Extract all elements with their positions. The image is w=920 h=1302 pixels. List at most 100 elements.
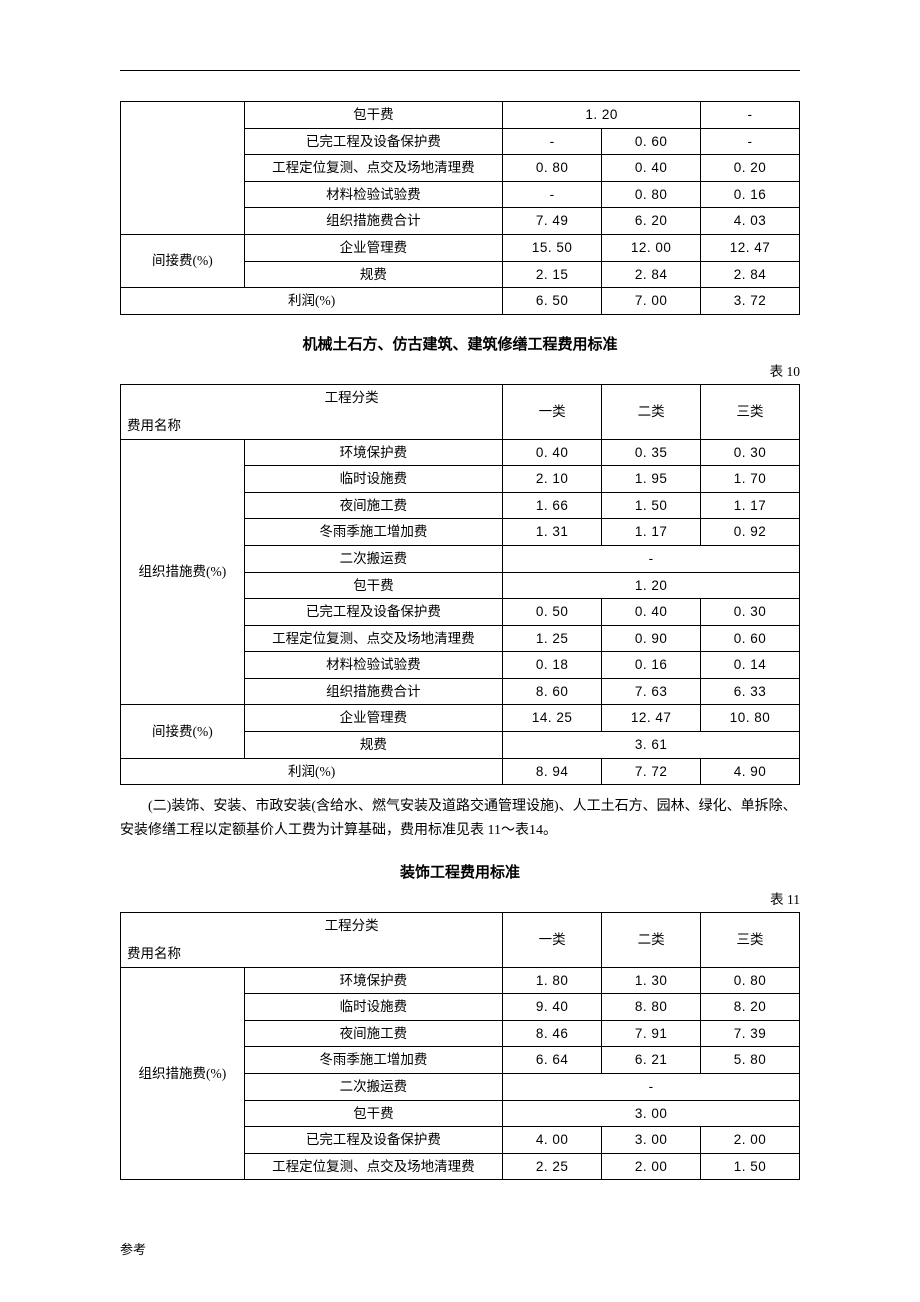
cell-item: 规费: [244, 261, 503, 288]
cell-value: 3. 72: [701, 288, 800, 315]
cell-item: 冬雨季施工增加费: [244, 1047, 503, 1074]
cell-value: 2. 15: [503, 261, 602, 288]
cell-value: 15. 50: [503, 234, 602, 261]
cell-group: 组织措施费(%): [121, 967, 245, 1180]
cell-item: 二次搬运费: [244, 545, 503, 572]
cell-header: 三类: [701, 385, 800, 439]
cell-value: 12. 47: [701, 234, 800, 261]
cell-value: 7. 00: [602, 288, 701, 315]
cell-value: -: [503, 181, 602, 208]
cell-value: 0. 40: [602, 599, 701, 626]
cell-value: 1. 80: [503, 967, 602, 994]
cell-item: 已完工程及设备保护费: [244, 1127, 503, 1154]
cell-diag-header: 工程分类 费用名称: [121, 385, 503, 439]
cell-value: 7. 91: [602, 1020, 701, 1047]
cell-value: -: [701, 128, 800, 155]
cell-item: 临时设施费: [244, 994, 503, 1021]
cell-value: 7. 72: [602, 758, 701, 785]
cell-diag-header: 工程分类 费用名称: [121, 913, 503, 967]
cell-value: 2. 25: [503, 1153, 602, 1180]
cell-value-merged: -: [503, 545, 800, 572]
cell-empty-group: [121, 102, 245, 235]
cell-item: 夜间施工费: [244, 492, 503, 519]
cell-value: 6. 20: [602, 208, 701, 235]
cell-value: 0. 16: [701, 181, 800, 208]
cell-profit-label: 利润(%): [121, 288, 503, 315]
cell-value: 0. 60: [602, 128, 701, 155]
cell-value: 8. 60: [503, 678, 602, 705]
cell-item: 临时设施费: [244, 466, 503, 493]
table-row: 组织措施费(%) 环境保护费 0. 40 0. 35 0. 30: [121, 439, 800, 466]
cell-value: 1. 30: [602, 967, 701, 994]
cell-value: 1. 50: [701, 1153, 800, 1180]
cell-item: 工程定位复测、点交及场地清理费: [244, 625, 503, 652]
cell-value: 7. 63: [602, 678, 701, 705]
cell-item: 冬雨季施工增加费: [244, 519, 503, 546]
table-11-title: 装饰工程费用标准: [120, 861, 800, 885]
cell-value-merged: -: [503, 1074, 800, 1101]
cell-item: 包干费: [244, 572, 503, 599]
cell-item: 规费: [244, 732, 503, 759]
cell-value: 4. 03: [701, 208, 800, 235]
cell-header: 一类: [503, 385, 602, 439]
table-11-label: 表 11: [120, 889, 800, 911]
table-row: 利润(%) 6. 50 7. 00 3. 72: [121, 288, 800, 315]
diag-bot-label: 费用名称: [127, 937, 496, 965]
table-row: 包干费 1. 20 -: [121, 102, 800, 129]
diag-top-label: 工程分类: [127, 915, 496, 937]
cell-value: 8. 80: [602, 994, 701, 1021]
cell-item: 包干费: [244, 1100, 503, 1127]
table-row: 利润(%) 8. 94 7. 72 4. 90: [121, 758, 800, 785]
cell-header: 二类: [602, 913, 701, 967]
cell-value: -: [701, 102, 800, 129]
header-divider: [120, 70, 800, 71]
cell-value: 0. 60: [701, 625, 800, 652]
cell-header: 三类: [701, 913, 800, 967]
cell-value: 1. 17: [602, 519, 701, 546]
cell-value: 0. 30: [701, 439, 800, 466]
cell-value: 14. 25: [503, 705, 602, 732]
cell-value: -: [503, 128, 602, 155]
table-row: 间接费(%) 企业管理费 15. 50 12. 00 12. 47: [121, 234, 800, 261]
cell-value: 1. 20: [503, 102, 701, 129]
page-footer: 参考: [120, 1240, 800, 1261]
cell-value: 0. 92: [701, 519, 800, 546]
table-row: 组织措施费(%) 环境保护费 1. 80 1. 30 0. 80: [121, 967, 800, 994]
cell-group: 组织措施费(%): [121, 439, 245, 705]
cell-value: 1. 95: [602, 466, 701, 493]
cell-value: 4. 90: [701, 758, 800, 785]
cell-value: 6. 33: [701, 678, 800, 705]
cell-value: 10. 80: [701, 705, 800, 732]
cell-item: 包干费: [244, 102, 503, 129]
cell-value: 1. 50: [602, 492, 701, 519]
cell-value: 1. 31: [503, 519, 602, 546]
cell-value: 0. 14: [701, 652, 800, 679]
cell-value: 0. 20: [701, 155, 800, 182]
table-header-row: 工程分类 费用名称 一类 二类 三类: [121, 913, 800, 967]
cell-value: 9. 40: [503, 994, 602, 1021]
cell-item: 组织措施费合计: [244, 678, 503, 705]
cell-group: 间接费(%): [121, 705, 245, 758]
cell-item: 已完工程及设备保护费: [244, 128, 503, 155]
cell-item: 组织措施费合计: [244, 208, 503, 235]
cell-value: 12. 47: [602, 705, 701, 732]
table-row: 间接费(%) 企业管理费 14. 25 12. 47 10. 80: [121, 705, 800, 732]
cell-value: 2. 84: [701, 261, 800, 288]
cell-value-merged: 1. 20: [503, 572, 800, 599]
cell-value: 1. 17: [701, 492, 800, 519]
cell-value-merged: 3. 61: [503, 732, 800, 759]
cell-item: 工程定位复测、点交及场地清理费: [244, 155, 503, 182]
cell-value: 0. 40: [602, 155, 701, 182]
cell-item: 二次搬运费: [244, 1074, 503, 1101]
cell-value-merged: 3. 00: [503, 1100, 800, 1127]
cell-value: 8. 94: [503, 758, 602, 785]
cell-group: 间接费(%): [121, 234, 245, 287]
cell-value: 2. 84: [602, 261, 701, 288]
cell-item: 材料检验试验费: [244, 181, 503, 208]
cell-value: 2. 00: [701, 1127, 800, 1154]
table-10-title: 机械土石方、仿古建筑、建筑修缮工程费用标准: [120, 333, 800, 357]
cell-item: 工程定位复测、点交及场地清理费: [244, 1153, 503, 1180]
cell-item: 环境保护费: [244, 439, 503, 466]
cell-value: 3. 00: [602, 1127, 701, 1154]
cell-value: 0. 50: [503, 599, 602, 626]
